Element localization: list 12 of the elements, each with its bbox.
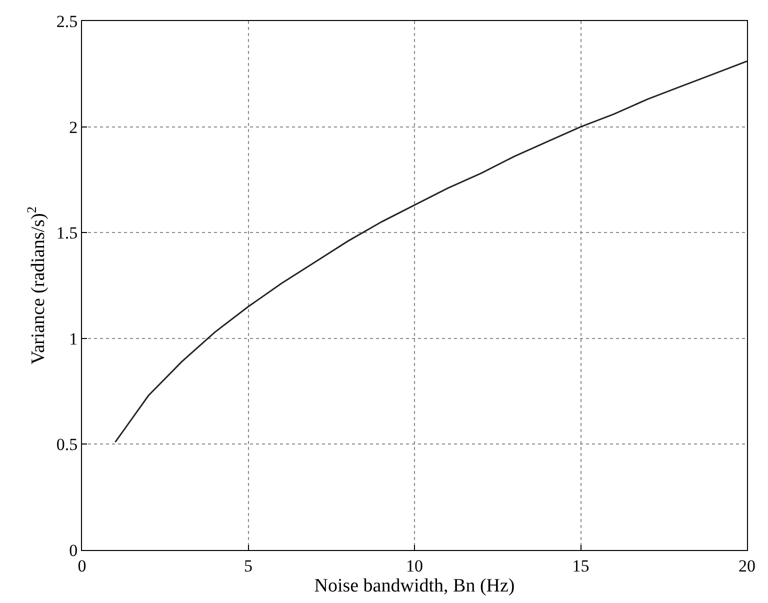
y-tick-label: 2.5 [56,12,78,31]
x-tick-label: 5 [244,556,252,576]
y-tick-label: 0 [69,540,78,560]
x-tick-label: 15 [572,556,590,576]
x-tick-label: 20 [738,556,756,576]
y-tick-label: 2 [69,118,78,137]
x-axis-title: Noise bandwidth, Bn (Hz) [314,575,515,596]
x-tick-label: 10 [406,556,423,576]
line-series [114,60,747,443]
y-tick-label: 0.5 [56,435,78,454]
y-tick-label: 1.5 [56,224,78,243]
y-tick-label: 1 [69,329,78,348]
